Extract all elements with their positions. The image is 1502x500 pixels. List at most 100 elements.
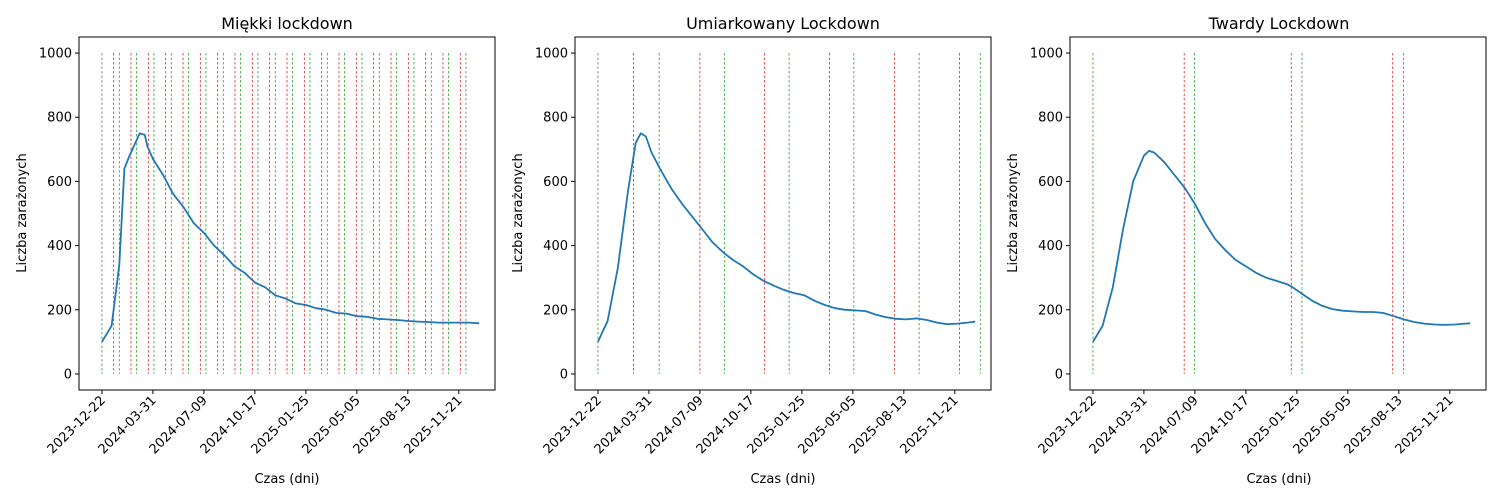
- data-point: [905, 319, 907, 321]
- chart-title: Miękki lockdown: [221, 14, 353, 33]
- data-point: [397, 319, 399, 321]
- series-line: [597, 132, 976, 343]
- data-point: [274, 294, 276, 296]
- y-tick-label: 800: [543, 111, 568, 126]
- data-point: [793, 292, 795, 294]
- data-point: [854, 310, 856, 312]
- data-point: [1413, 321, 1415, 323]
- y-tick-label: 800: [1038, 111, 1063, 126]
- y-tick-label: 600: [1038, 175, 1063, 190]
- data-point: [1362, 311, 1364, 313]
- data-point: [376, 318, 378, 320]
- data-point: [722, 251, 724, 253]
- data-point: [1245, 266, 1247, 268]
- data-point: [844, 309, 846, 311]
- data-point: [183, 206, 185, 208]
- data-point: [438, 322, 440, 324]
- data-point: [681, 203, 683, 205]
- chart-title: Twardy Lockdown: [1208, 14, 1350, 33]
- data-point: [645, 136, 647, 138]
- data-point: [1102, 325, 1104, 327]
- data-point: [1112, 286, 1114, 288]
- y-tick-label: 1000: [1030, 47, 1063, 62]
- data-point: [146, 145, 148, 147]
- data-point: [1311, 300, 1313, 302]
- data-point: [627, 190, 629, 192]
- data-point: [1265, 277, 1267, 279]
- data-point: [640, 132, 642, 134]
- data-point: [814, 300, 816, 302]
- data-point: [926, 319, 928, 321]
- data-point: [427, 321, 429, 323]
- data-point: [223, 254, 225, 256]
- data-point: [1403, 319, 1405, 321]
- data-point: [1352, 310, 1354, 312]
- x-axis-label: Czas (dni): [254, 472, 319, 487]
- x-axis-label: Czas (dni): [750, 472, 815, 487]
- data-point: [1174, 174, 1176, 176]
- data-point: [325, 309, 327, 311]
- x-axis-label: Czas (dni): [1246, 472, 1311, 487]
- y-axis-label: Liczba zarażonych: [1006, 153, 1021, 272]
- data-point: [478, 322, 480, 324]
- data-point: [651, 152, 653, 154]
- data-point: [1301, 293, 1303, 295]
- plot-frame: [78, 36, 496, 391]
- data-point: [387, 319, 389, 321]
- y-tick-label: 800: [47, 111, 72, 126]
- data-point: [712, 241, 714, 243]
- data-point: [101, 341, 103, 343]
- data-point: [203, 232, 205, 234]
- data-point: [305, 304, 307, 306]
- y-tick-label: 1000: [39, 47, 72, 62]
- data-point: [111, 325, 113, 327]
- data-point: [417, 321, 419, 323]
- data-point: [875, 314, 877, 316]
- data-point: [162, 174, 164, 176]
- data-point: [336, 312, 338, 314]
- data-point: [448, 322, 450, 324]
- y-tick-label: 600: [47, 175, 72, 190]
- data-point: [967, 322, 969, 324]
- y-tick-label: 400: [47, 239, 72, 254]
- data-point: [1321, 305, 1323, 307]
- data-point: [1132, 181, 1134, 183]
- y-tick-label: 400: [543, 239, 568, 254]
- data-point: [1194, 203, 1196, 205]
- data-point: [1286, 283, 1288, 285]
- y-tick-label: 0: [1055, 367, 1063, 382]
- data-point: [946, 323, 948, 325]
- data-point: [244, 272, 246, 274]
- data-point: [1393, 315, 1395, 317]
- data-point: [285, 298, 287, 300]
- data-point: [824, 304, 826, 306]
- data-point: [1423, 323, 1425, 325]
- data-point: [702, 229, 704, 231]
- data-point: [804, 294, 806, 296]
- data-point: [635, 142, 637, 144]
- data-point: [691, 216, 693, 218]
- plot-frame: [574, 36, 992, 391]
- data-point: [234, 266, 236, 268]
- data-point: [1092, 341, 1094, 343]
- y-axis-label: Liczba zarażonych: [511, 153, 526, 272]
- data-point: [865, 310, 867, 312]
- data-point: [144, 134, 146, 136]
- data-point: [1214, 238, 1216, 240]
- data-point: [1372, 311, 1374, 313]
- data-point: [458, 322, 460, 324]
- data-point: [671, 189, 673, 191]
- data-point: [895, 318, 897, 320]
- y-tick-label: 200: [543, 303, 568, 318]
- y-tick-label: 200: [1038, 303, 1063, 318]
- data-point: [753, 274, 755, 276]
- data-point: [597, 341, 599, 343]
- data-point: [1255, 272, 1257, 274]
- data-point: [1469, 322, 1471, 324]
- data-point: [1204, 222, 1206, 224]
- data-point: [407, 320, 409, 322]
- series-line: [101, 132, 480, 343]
- y-tick-label: 200: [47, 303, 72, 318]
- data-point: [295, 302, 297, 304]
